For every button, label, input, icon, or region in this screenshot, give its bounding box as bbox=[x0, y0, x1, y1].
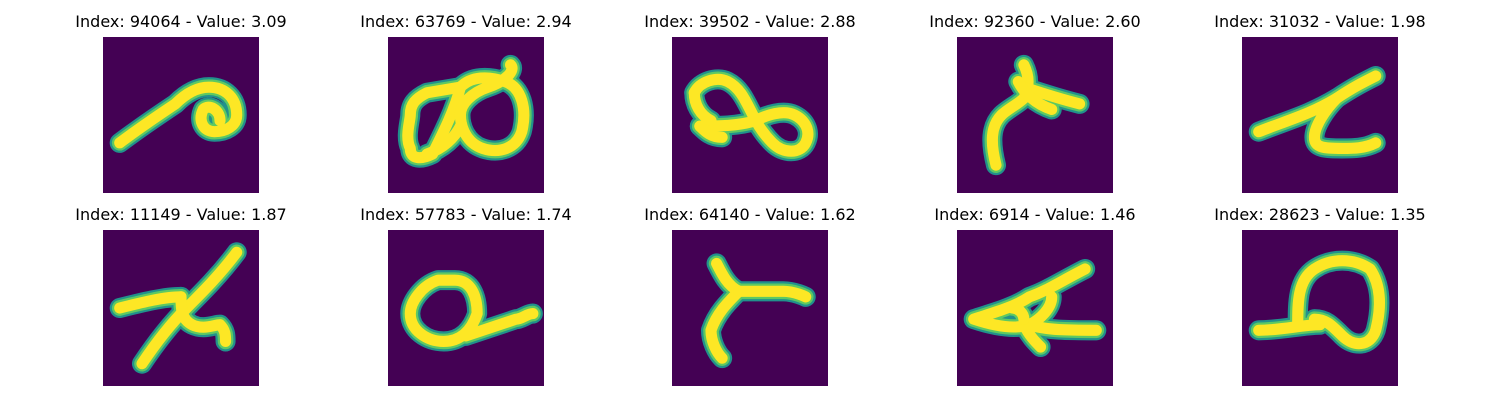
handwritten-glyph-image bbox=[957, 37, 1113, 193]
digit-image bbox=[672, 37, 828, 193]
glyph-stroke-layer bbox=[1253, 255, 1385, 350]
handwritten-glyph-image bbox=[957, 230, 1113, 386]
panel-title: Index: 94064 - Value: 3.09 bbox=[75, 12, 287, 31]
digit-image bbox=[1242, 37, 1398, 193]
glyph-stroke-layer bbox=[114, 246, 243, 370]
glyph-stroke-layer bbox=[968, 263, 1102, 353]
handwritten-glyph-image bbox=[672, 37, 828, 193]
digit-image bbox=[1242, 230, 1398, 386]
panel-title: Index: 39502 - Value: 2.88 bbox=[644, 12, 856, 31]
handwritten-glyph-image bbox=[1242, 230, 1398, 386]
digit-image bbox=[957, 37, 1113, 193]
digit-image bbox=[672, 230, 828, 386]
panel-title: Index: 63769 - Value: 2.94 bbox=[360, 12, 572, 31]
panel-title: Index: 92360 - Value: 2.60 bbox=[929, 12, 1141, 31]
glyph-stroke-layer bbox=[705, 257, 812, 364]
digit-image bbox=[103, 37, 259, 193]
glyph-stroke-layer bbox=[688, 73, 814, 157]
panel-title: Index: 11149 - Value: 1.87 bbox=[75, 205, 287, 224]
handwritten-glyph-image bbox=[388, 37, 544, 193]
digit-image bbox=[957, 230, 1113, 386]
glyph-stroke-layer bbox=[986, 59, 1086, 171]
panel-title: Index: 6914 - Value: 1.46 bbox=[934, 205, 1136, 224]
digit-image bbox=[103, 230, 259, 386]
digit-image bbox=[388, 230, 544, 386]
handwritten-glyph-image bbox=[1242, 37, 1398, 193]
glyph-stroke-layer bbox=[1253, 70, 1382, 154]
panel-title: Index: 64140 - Value: 1.62 bbox=[644, 205, 856, 224]
handwritten-glyph-image bbox=[103, 230, 259, 386]
panel-title: Index: 57783 - Value: 1.74 bbox=[360, 205, 572, 224]
panel-title: Index: 28623 - Value: 1.35 bbox=[1214, 205, 1426, 224]
panel-title: Index: 31032 - Value: 1.98 bbox=[1214, 12, 1426, 31]
handwritten-glyph-image bbox=[103, 37, 259, 193]
glyph-stroke-layer bbox=[404, 274, 539, 347]
handwritten-glyph-image bbox=[672, 230, 828, 386]
glyph-stroke-layer bbox=[402, 59, 530, 164]
digit-image bbox=[388, 37, 544, 193]
glyph-stroke-layer bbox=[114, 81, 243, 149]
handwritten-glyph-image bbox=[388, 230, 544, 386]
